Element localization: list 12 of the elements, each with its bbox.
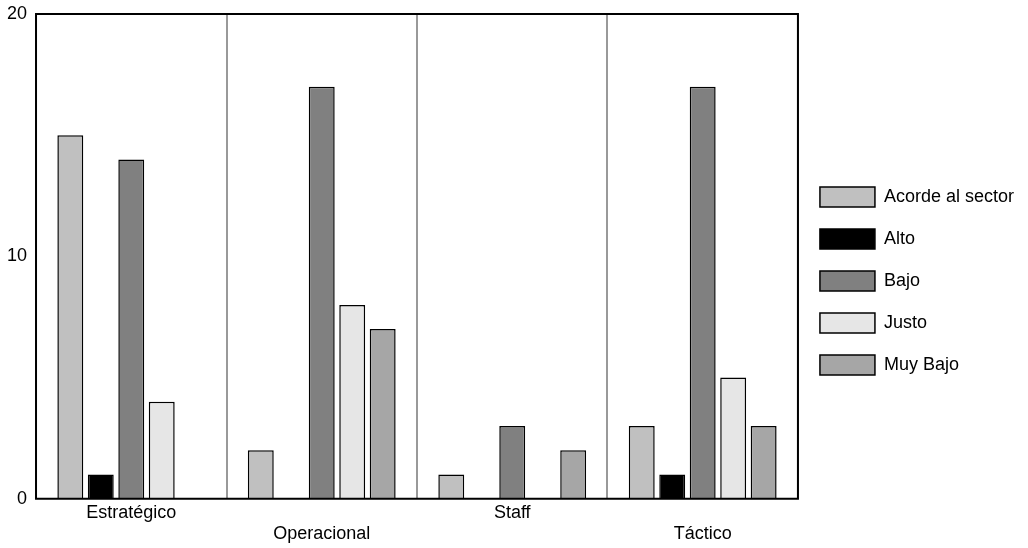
legend-label: Acorde al sector	[883, 185, 1015, 206]
x-tick-label: Estratégico	[86, 501, 177, 522]
legend-label: Alto	[883, 227, 915, 248]
x-tick-label: Staff	[493, 501, 532, 522]
legend-label: Muy Bajo	[883, 353, 959, 374]
x-tick-label: Táctico	[673, 523, 732, 544]
y-tick-label: 20	[6, 2, 28, 23]
y-tick-label: 0	[17, 487, 28, 508]
legend-label: Bajo	[883, 269, 920, 290]
y-tick-label: 10	[6, 245, 28, 266]
legend-label: Justo	[883, 311, 927, 332]
x-tick-label: Operacional	[273, 523, 371, 544]
